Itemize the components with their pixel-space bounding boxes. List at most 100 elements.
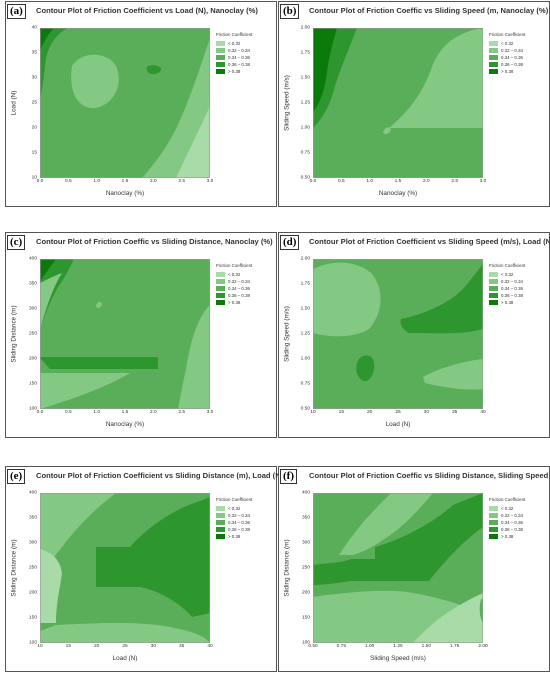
x-axis-label: Load (N) xyxy=(385,421,411,428)
legend-entry: 0.36 – 0.38 xyxy=(216,61,276,68)
legend-label: 0.34 – 0.36 xyxy=(228,520,250,525)
x-tick-label: 0.5 xyxy=(337,179,345,184)
contour-region xyxy=(339,493,433,555)
chart-panel: (d) Contour Plot of Friction Coefficient … xyxy=(278,232,550,438)
x-axis: 0.50 0.75 1.00 1.25 1.50 1.75 2.00 xyxy=(308,643,487,655)
x-tick-label: 10 xyxy=(37,644,43,649)
panel-letter: (c) xyxy=(7,235,26,250)
y-axis-label: Sliding Distance (m) xyxy=(10,305,18,363)
legend-swatch xyxy=(216,293,225,298)
legend-entry: 0.36 – 0.38 xyxy=(216,526,276,533)
plot-frame xyxy=(313,493,483,643)
legend-entry: > 0.38 xyxy=(216,533,276,540)
x-tick-label: 0.0 xyxy=(309,179,317,184)
legend-label: 0.36 – 0.38 xyxy=(228,293,250,298)
legend-label: 0.36 – 0.38 xyxy=(228,527,250,532)
contour-region xyxy=(400,263,483,334)
legend-swatch xyxy=(489,293,498,298)
legend-entry: > 0.38 xyxy=(489,68,549,75)
legend-label: > 0.38 xyxy=(501,534,514,539)
legend-entry: < 0.32 xyxy=(216,40,276,47)
y-tick-label: 300 xyxy=(28,306,37,312)
y-axis: 400 350 300 250 200 150 100 xyxy=(20,491,39,646)
legend-swatch xyxy=(216,513,225,518)
y-tick-label: 400 xyxy=(301,490,310,496)
panel-letter: (b) xyxy=(280,4,300,19)
x-axis-label: Nanoclay (%) xyxy=(105,190,145,197)
plot-frame xyxy=(313,259,483,409)
legend-swatch xyxy=(489,55,498,60)
contour-region xyxy=(313,493,483,585)
x-tick-label: 2.5 xyxy=(178,179,185,184)
x-tick-label: 3.0 xyxy=(479,179,487,184)
legend-entry: 0.34 – 0.36 xyxy=(216,54,276,61)
legend-swatch xyxy=(489,48,498,53)
y-tick-label: 300 xyxy=(301,540,310,546)
contour-region xyxy=(356,355,375,382)
legend-title: Friction Coefficient xyxy=(216,497,253,502)
legend-swatch xyxy=(216,55,225,60)
legend-swatch xyxy=(489,506,498,511)
x-tick-label: 2.5 xyxy=(451,179,458,184)
contour-region xyxy=(413,593,483,643)
legend-entry: < 0.32 xyxy=(489,40,549,47)
y-axis: 400 350 300 250 200 150 100 xyxy=(293,490,312,646)
legend-swatch xyxy=(216,520,225,525)
legend-swatch xyxy=(216,286,225,291)
y-tick-label: 150 xyxy=(301,615,310,621)
y-tick-label: 30 xyxy=(31,75,37,81)
x-tick-label: 3.0 xyxy=(206,410,214,415)
x-tick-label: 1.0 xyxy=(93,410,100,415)
legend-swatch xyxy=(489,279,498,284)
contour-svg xyxy=(313,259,483,409)
y-tick-label: 1.50 xyxy=(300,75,310,81)
x-axis-label: Nanoclay (%) xyxy=(378,190,418,197)
y-tick-label: 200 xyxy=(28,590,37,596)
y-tick-label: 25 xyxy=(31,100,37,106)
x-tick-label: 2.00 xyxy=(478,644,488,649)
chart-panel: (b) Contour Plot of Friction Coeffic vs S… xyxy=(278,1,550,207)
contour-region xyxy=(40,549,62,623)
x-tick-label: 2.0 xyxy=(422,179,430,184)
legend-swatch xyxy=(489,272,498,277)
legend-label: > 0.38 xyxy=(228,534,241,539)
legend-swatch xyxy=(216,527,225,532)
y-tick-label: 1.00 xyxy=(300,125,310,131)
plot-frame xyxy=(313,28,483,178)
legend-label: 0.32 – 0.34 xyxy=(501,513,523,518)
y-tick-label: 40 xyxy=(31,25,37,31)
panel-letter: (e) xyxy=(7,469,26,484)
legend-label: 0.36 – 0.38 xyxy=(501,293,523,298)
contour-svg xyxy=(40,28,210,178)
legend-entry: 0.36 – 0.38 xyxy=(216,292,276,299)
y-tick-label: 10 xyxy=(31,175,37,181)
y-tick-label: 350 xyxy=(301,515,310,521)
contour-svg xyxy=(40,259,210,409)
chart-title: Contour Plot of Friction Coefficient vs … xyxy=(36,6,258,15)
x-axis: 10 15 20 25 30 35 40 xyxy=(37,643,212,655)
x-tick-label: 30 xyxy=(150,644,156,649)
y-axis-label: Sliding Distance (m) xyxy=(10,539,18,597)
x-tick-label: 10 xyxy=(310,410,316,415)
contour-region xyxy=(40,357,158,369)
legend-entry: 0.32 – 0.34 xyxy=(489,47,549,54)
x-tick-label: 25 xyxy=(122,644,128,649)
y-tick-label: 100 xyxy=(28,406,37,412)
legend-entry: 0.32 – 0.34 xyxy=(216,278,276,285)
y-axis-label: Sliding Speed (m/s) xyxy=(283,306,291,362)
legend-title: Friction Coefficient xyxy=(216,263,253,268)
y-tick-label: 1.25 xyxy=(300,100,310,106)
panel-letter: (f) xyxy=(280,469,297,484)
x-tick-label: 0.50 xyxy=(308,644,318,649)
y-tick-label: 200 xyxy=(301,590,310,596)
contour-plot-area xyxy=(40,259,210,409)
legend-label: < 0.32 xyxy=(501,506,514,511)
y-tick-label: 300 xyxy=(28,540,37,546)
legend-label: > 0.38 xyxy=(501,300,514,305)
legend-swatch xyxy=(216,41,225,46)
contour-region xyxy=(146,65,162,75)
chart-title: Contour Plot of Friction Coefficient vs … xyxy=(36,471,284,480)
x-tick-label: 15 xyxy=(65,644,71,649)
panel-letter: (d) xyxy=(280,235,300,250)
contour-region xyxy=(383,127,391,135)
